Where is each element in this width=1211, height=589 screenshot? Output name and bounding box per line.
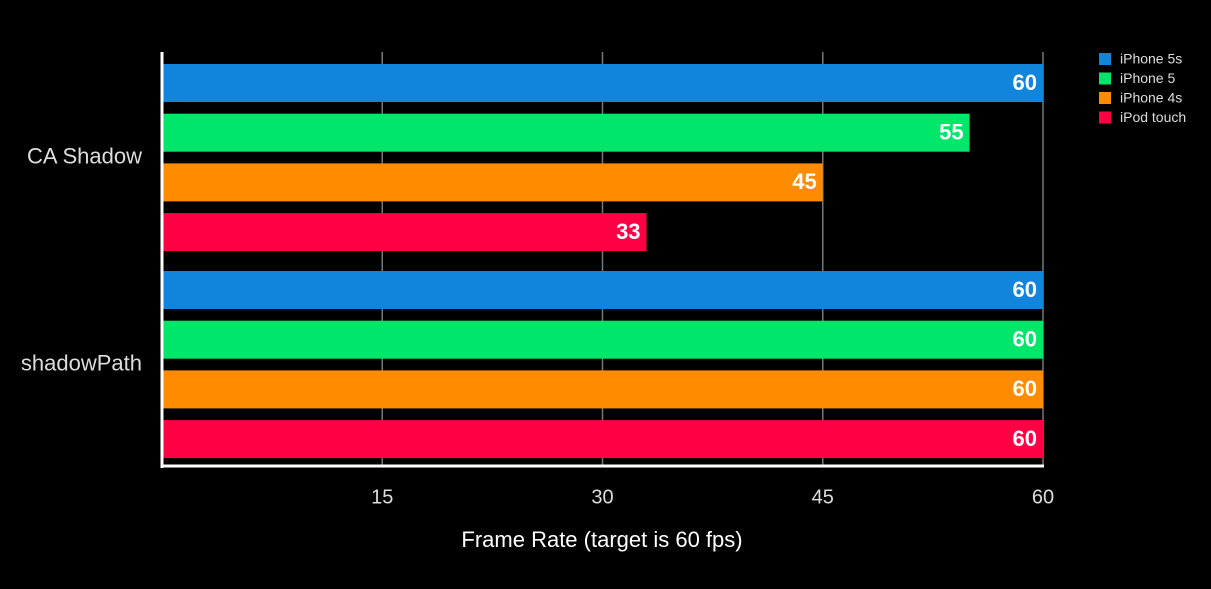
legend-label: iPhone 5s: [1120, 51, 1182, 67]
x-tick-label: 30: [591, 486, 613, 508]
data-label: 55: [939, 120, 963, 145]
legend-label: iPhone 4s: [1120, 90, 1182, 106]
data-label: 33: [616, 219, 640, 244]
bar: [162, 64, 1043, 102]
data-label: 60: [1013, 327, 1037, 352]
bar: [162, 163, 823, 202]
legend-label: iPod touch: [1120, 109, 1186, 125]
data-label: 60: [1013, 277, 1037, 302]
data-label: 60: [1013, 426, 1037, 451]
x-axis-title: Frame Rate (target is 60 fps): [461, 527, 742, 552]
y-tick-label: shadowPath: [21, 350, 142, 375]
bar: [162, 370, 1043, 409]
data-label: 60: [1013, 70, 1037, 95]
data-label: 45: [792, 169, 816, 194]
bar: [162, 320, 1043, 359]
x-tick-label: 45: [812, 486, 834, 508]
y-tick-label: CA Shadow: [27, 143, 142, 168]
legend-swatch: [1099, 92, 1111, 104]
x-tick-label: 60: [1032, 486, 1054, 508]
legend-label: iPhone 5: [1120, 70, 1175, 86]
x-tick-label: 15: [371, 486, 393, 508]
bar: [162, 113, 970, 152]
legend-swatch: [1099, 111, 1111, 124]
bar: [162, 420, 1043, 459]
bar: [162, 213, 647, 252]
legend-swatch: [1099, 53, 1111, 65]
data-label: 60: [1013, 376, 1037, 401]
bar: [162, 271, 1043, 309]
legend-swatch: [1099, 72, 1111, 85]
